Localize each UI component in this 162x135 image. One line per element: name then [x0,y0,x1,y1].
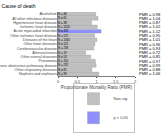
svg-text:PMR = 0.93: PMR = 0.93 [139,46,161,51]
svg-text:Nephritis and nephrosis: Nephritis and nephrosis [19,72,57,76]
svg-text:PMR = 1.12: PMR = 1.12 [139,29,161,34]
svg-text:N = 61: N = 61 [58,16,67,20]
svg-text:2: 2 [134,79,137,84]
svg-text:N = 258: N = 258 [58,46,69,50]
svg-text:N = 1025: N = 1025 [58,25,70,29]
svg-text:N = 1362: N = 1362 [58,38,70,42]
svg-text:Diseases of the heart: Diseases of the heart [23,38,57,42]
svg-text:N = 38: N = 38 [58,21,67,25]
svg-text:Cause of death: Cause of death [2,3,36,9]
svg-text:N = 46: N = 46 [58,12,67,16]
svg-text:PMR = 0.97: PMR = 0.97 [139,59,161,64]
svg-text:PMR = 0.95: PMR = 0.95 [139,33,161,38]
svg-text:N = 19: N = 19 [58,51,67,55]
svg-text:Acute myocardial infarction: Acute myocardial infarction [14,29,57,33]
svg-text:Pneumonia: Pneumonia [39,59,57,63]
svg-text:PMR = 1.01: PMR = 1.01 [139,37,161,42]
svg-text:PMR = 1.04: PMR = 1.04 [139,16,161,21]
svg-text:N = 150: N = 150 [58,59,69,63]
svg-text:PMR = 0.98: PMR = 0.98 [139,12,161,17]
svg-text:p < 0.05: p < 0.05 [114,115,129,120]
svg-text:Non-sig: Non-sig [114,96,128,101]
svg-text:PMR = 0.85: PMR = 0.85 [139,54,161,59]
svg-text:1.5: 1.5 [113,79,119,84]
svg-text:0.5: 0.5 [74,79,80,84]
svg-text:Alcoholism: Alcoholism [39,12,56,16]
svg-text:PMR = 1.06: PMR = 1.06 [139,71,161,76]
svg-text:N = 221: N = 221 [58,42,69,46]
svg-text:Ischemic heart disease: Ischemic heart disease [20,25,57,29]
svg-text:PMR = 0.87: PMR = 0.87 [139,20,161,25]
svg-text:PMR = 1.02: PMR = 1.02 [139,24,161,29]
svg-text:Other ischemic heart disease: Other ischemic heart disease [10,34,57,38]
svg-text:Hypertensive heart disease: Hypertensive heart disease [13,21,57,25]
svg-text:Other heart diseases: Other heart diseases [23,42,57,46]
svg-text:1: 1 [95,79,98,84]
svg-text:N = 572: N = 572 [58,34,69,38]
svg-text:0: 0 [57,79,60,84]
svg-text:PMR = 0.99: PMR = 0.99 [139,63,161,68]
svg-text:Other arterial diseases: Other arterial diseases [21,55,57,59]
svg-text:Other respiratory diseases: Other respiratory diseases [15,68,57,72]
svg-text:N = 453: N = 453 [58,29,69,33]
svg-text:N = 53: N = 53 [58,55,67,59]
svg-text:Chronic obstructive pulmonary: Chronic obstructive pulmonary disease [0,64,57,68]
svg-text:PMR = 0.96: PMR = 0.96 [139,42,161,47]
svg-text:N = 96: N = 96 [58,72,67,76]
svg-text:Atherosclerosis: Atherosclerosis [32,51,57,55]
svg-text:PMR = 0.88: PMR = 0.88 [139,67,161,72]
svg-text:N = 81: N = 81 [58,68,67,72]
svg-text:All other infectious diseases: All other infectious diseases [12,17,57,21]
svg-text:Cerebrovascular disease: Cerebrovascular disease [17,47,57,51]
svg-text:N = 292: N = 292 [58,63,69,67]
svg-text:PMR = 0.72: PMR = 0.72 [139,50,161,55]
svg-text:Proportionate Mortality Ratio: Proportionate Mortality Ratio (PMR) [61,85,133,90]
